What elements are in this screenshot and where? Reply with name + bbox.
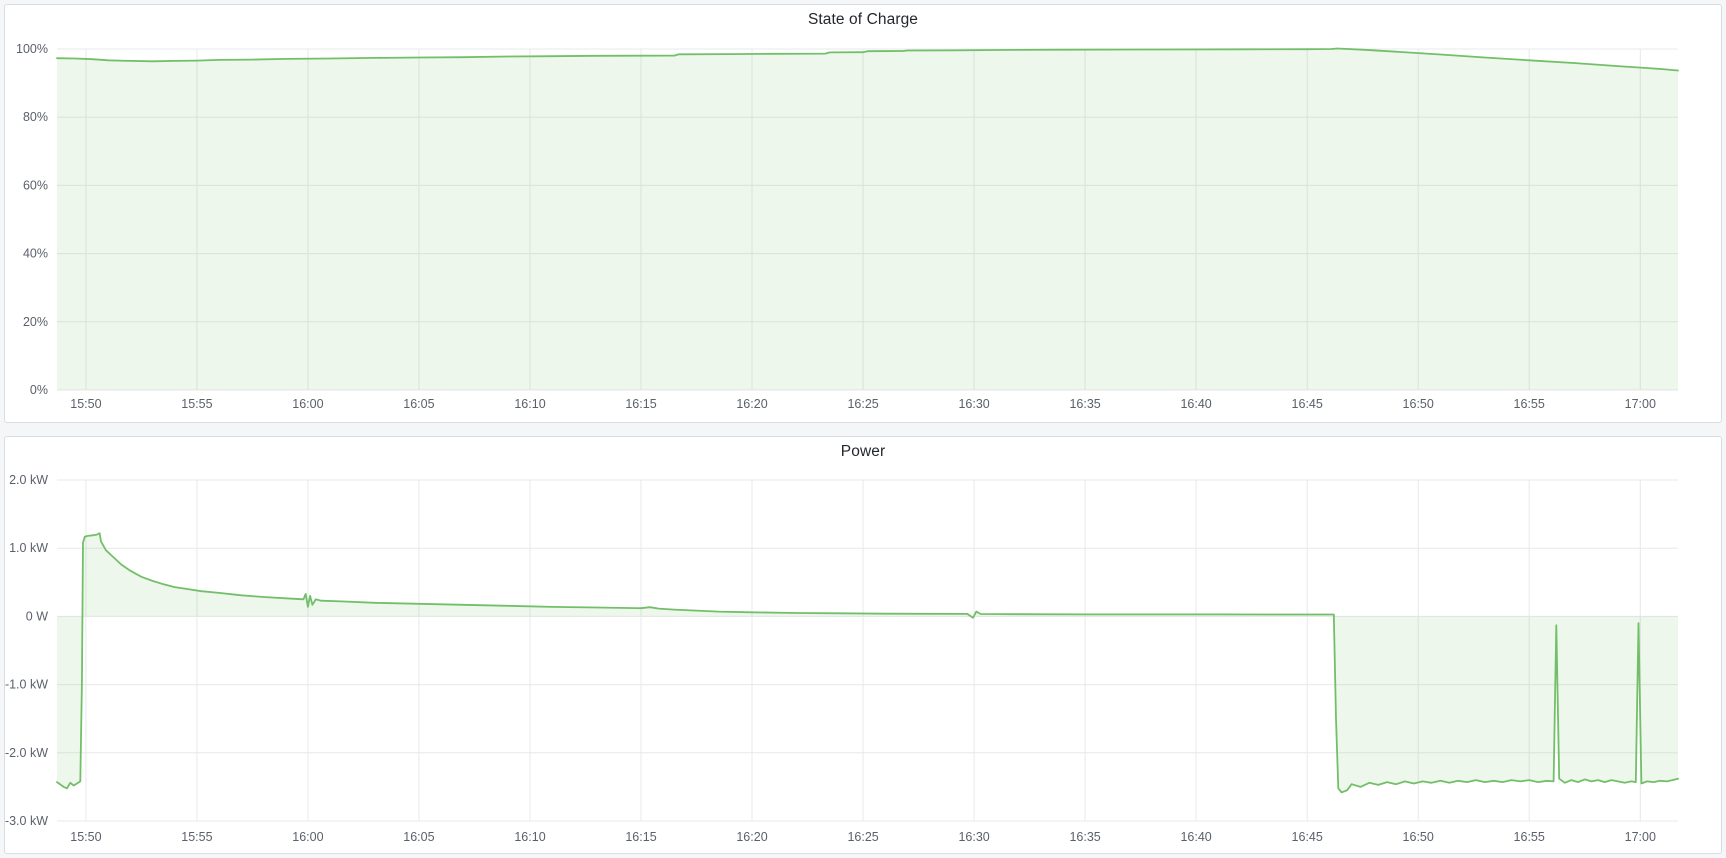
y-axis-tick-label: 2.0 kW xyxy=(9,473,48,487)
panel-state-of-charge: State of Charge 0% 20% 40% 60% 80% 100% 15:50 1… xyxy=(4,4,1722,423)
y-axis-tick-label: 0 W xyxy=(26,609,48,623)
x-axis-tick-label: 16:20 xyxy=(736,830,767,844)
x-axis-tick-label: 16:55 xyxy=(1514,397,1545,411)
x-axis-tick-label: 16:00 xyxy=(292,830,323,844)
x-axis-tick-label: 16:50 xyxy=(1403,830,1434,844)
x-axis-tick-label: 17:00 xyxy=(1625,397,1656,411)
x-axis-tick-label: 17:00 xyxy=(1625,830,1656,844)
x-axis-tick-label: 16:10 xyxy=(514,830,545,844)
series-area-fill xyxy=(57,533,1678,793)
x-axis-tick-label: 16:10 xyxy=(514,397,545,411)
y-axis-tick-label: 80% xyxy=(23,110,48,124)
series-area-fill xyxy=(57,48,1678,390)
power-chart-canvas[interactable]: 2.0 kW 1.0 kW 0 W -1.0 kW -2.0 kW -3.0 kW 15:5… xyxy=(5,437,1721,853)
x-axis-tick-label: 16:30 xyxy=(958,830,989,844)
y-axis-tick-label: -1.0 kW xyxy=(5,678,48,692)
panel-title-power[interactable]: Power xyxy=(840,443,886,460)
panel-title-state-of-charge[interactable]: State of Charge xyxy=(807,11,919,28)
x-axis-tick-label: 15:50 xyxy=(70,830,101,844)
x-axis-tick-label: 16:50 xyxy=(1403,397,1434,411)
x-axis-tick-label: 16:15 xyxy=(625,830,656,844)
y-axis-tick-label: 100% xyxy=(16,42,48,56)
x-axis-tick-label: 16:30 xyxy=(958,397,989,411)
y-axis-tick-label: 60% xyxy=(23,178,48,192)
x-axis-tick-label: 16:25 xyxy=(847,830,878,844)
x-axis-tick-label: 16:00 xyxy=(292,397,323,411)
panel-power: Power 2.0 kW 1.0 kW 0 W -1.0 kW -2.0 kW -3.0 … xyxy=(4,436,1722,854)
x-axis-tick-label: 16:15 xyxy=(625,397,656,411)
y-axis-tick-label: 40% xyxy=(23,247,48,261)
x-axis-tick-label: 16:35 xyxy=(1069,830,1100,844)
x-axis-tick-label: 16:55 xyxy=(1514,830,1545,844)
x-axis-tick-label: 16:40 xyxy=(1180,830,1211,844)
x-axis-tick-label: 16:05 xyxy=(403,830,434,844)
x-axis-tick-label: 16:45 xyxy=(1292,397,1323,411)
x-axis-tick-label: 16:45 xyxy=(1292,830,1323,844)
y-axis-tick-label: -2.0 kW xyxy=(5,746,48,760)
x-axis-tick-label: 16:05 xyxy=(403,397,434,411)
y-axis-tick-label: 20% xyxy=(23,315,48,329)
y-axis-tick-label: 1.0 kW xyxy=(9,541,48,555)
x-axis-tick-label: 15:55 xyxy=(181,830,212,844)
x-axis-tick-label: 16:20 xyxy=(736,397,767,411)
y-axis-tick-label: -3.0 kW xyxy=(5,814,48,828)
y-axis-tick-label: 0% xyxy=(30,383,48,397)
x-axis-tick-label: 15:50 xyxy=(70,397,101,411)
state-of-charge-chart-canvas[interactable]: 0% 20% 40% 60% 80% 100% 15:50 15:55 16:00 16:05 16… xyxy=(5,5,1721,422)
x-axis-tick-label: 15:55 xyxy=(181,397,212,411)
series-line xyxy=(56,532,1679,794)
series-line xyxy=(56,47,1679,72)
x-axis-tick-label: 16:35 xyxy=(1069,397,1100,411)
x-axis-tick-label: 16:25 xyxy=(847,397,878,411)
x-axis-tick-label: 16:40 xyxy=(1180,397,1211,411)
